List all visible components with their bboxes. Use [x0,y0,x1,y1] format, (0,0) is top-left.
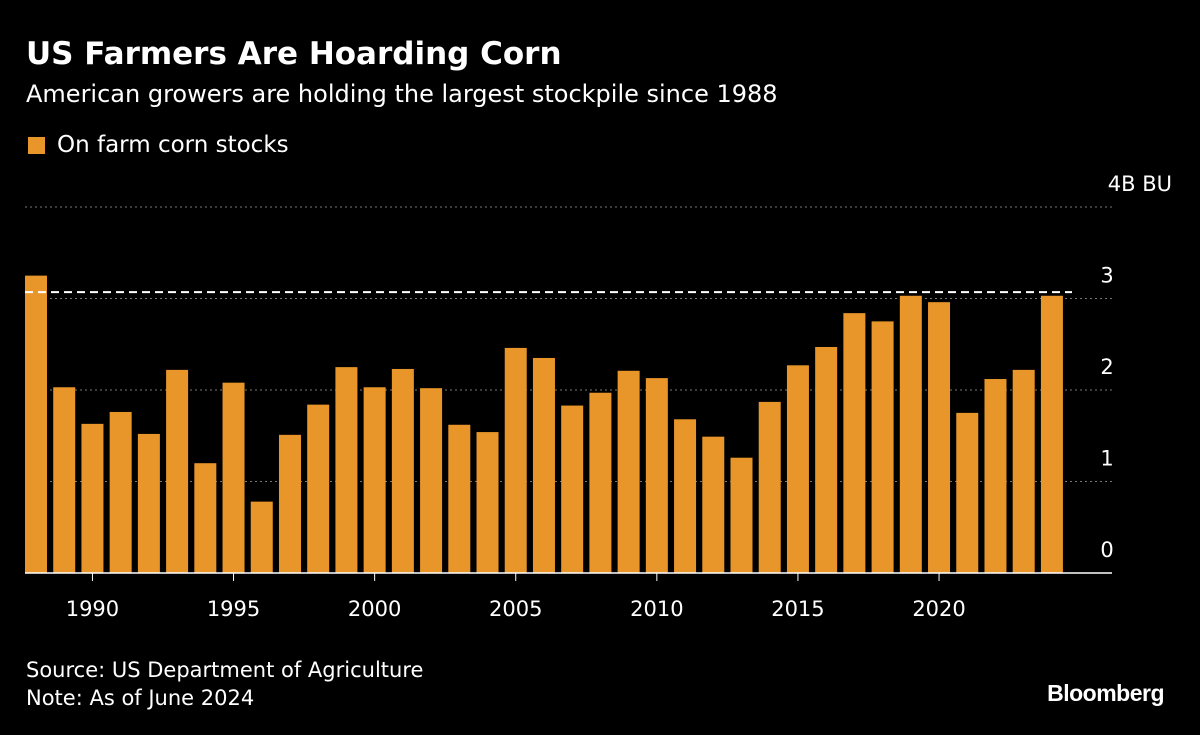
legend-label: On farm corn stocks [57,132,289,158]
bar-2005 [504,347,527,573]
bar-1992 [137,433,160,573]
bar-2014 [758,401,781,573]
bar-2012 [702,436,725,573]
bar-2003 [448,424,471,573]
bar-2018 [871,321,894,573]
bar-2011 [674,419,697,573]
bar-2007 [561,405,584,573]
chart-subtitle: American growers are holding the largest… [26,80,778,108]
bar-1997 [278,434,301,573]
bar-2019 [899,295,922,573]
bar-2000 [363,387,386,573]
y-tick-label: 4B BU [1108,172,1172,196]
bar-2022 [984,379,1007,573]
bar-2017 [843,313,866,573]
x-tick-label: 1995 [207,597,260,621]
bar-2023 [1012,369,1035,573]
bar-2009 [617,370,640,573]
bar-1995 [222,382,245,573]
bar-1989 [53,387,76,573]
y-tick-label: 1 [1100,447,1113,471]
x-tick-label: 2000 [348,597,401,621]
x-tick-label: 2010 [630,597,683,621]
bar-1996 [250,501,273,573]
bar-2016 [815,346,838,573]
legend: On farm corn stocks [28,132,289,158]
bar-2006 [532,357,555,573]
y-tick-label: 2 [1100,355,1113,379]
bar-1990 [81,423,104,573]
x-tick-label: 2005 [489,597,542,621]
y-tick-label: 0 [1100,538,1113,562]
bar-1993 [166,369,189,573]
bar-1988 [25,275,47,573]
bar-2001 [391,368,414,573]
bar-1998 [307,404,330,573]
bar-2010 [645,378,668,573]
bar-1991 [109,411,132,573]
chart-title: US Farmers Are Hoarding Corn [26,36,562,72]
bar-1994 [194,463,217,573]
bar-2013 [730,457,753,573]
bar-2004 [476,432,499,573]
x-tick-label: 2020 [912,597,965,621]
bar-1999 [335,367,358,573]
bar-2020 [928,302,951,573]
x-tick-label: 2015 [771,597,824,621]
legend-swatch [28,136,45,154]
bar-2021 [956,412,979,573]
y-tick-label: 3 [1100,264,1113,288]
bloomberg-logo: Bloomberg [1047,680,1164,706]
note-text: Note: As of June 2024 [26,686,255,710]
x-tick-label: 1990 [66,597,119,621]
bar-2015 [786,365,809,573]
source-text: Source: US Department of Agriculture [26,658,424,682]
bar-2002 [420,388,443,573]
bar-2008 [589,392,612,573]
bar-2024 [1040,295,1063,573]
